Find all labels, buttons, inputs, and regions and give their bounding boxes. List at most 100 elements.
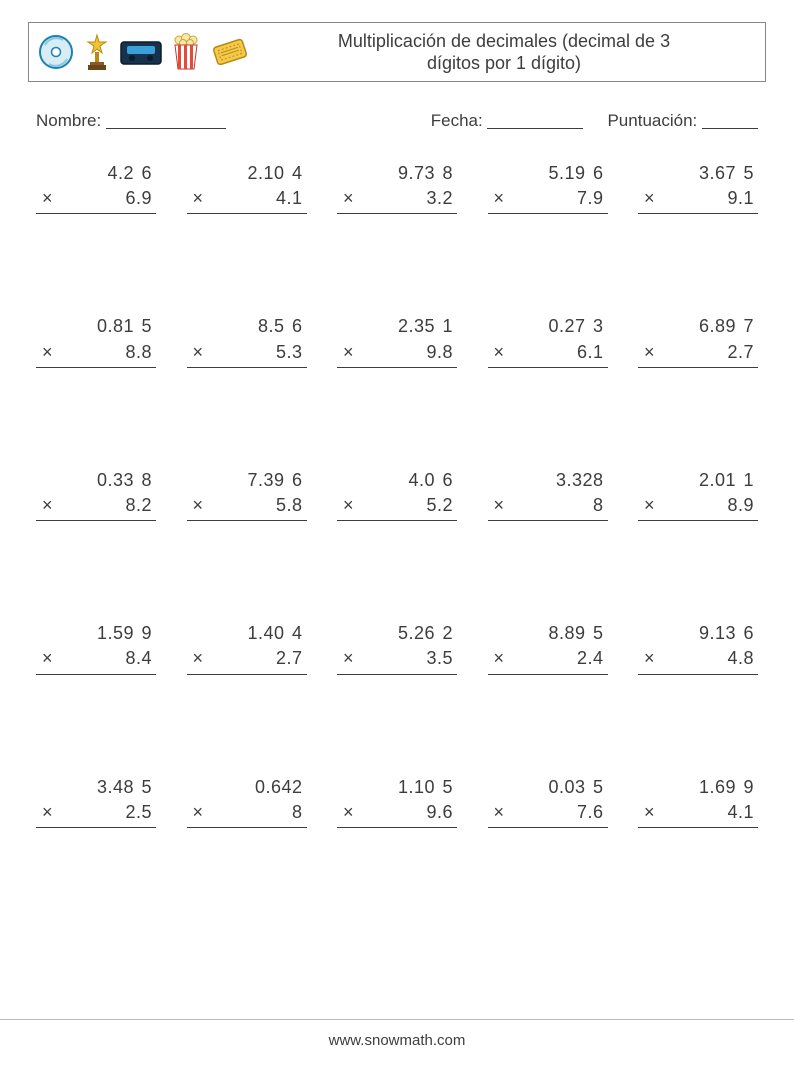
problem-row: 1.59 9×8.41.40 4×2.75.26 2×3.58.89 5×2.4… [36, 621, 758, 674]
multiplier-line: ×2.5 [36, 800, 156, 828]
problem: 5.26 2×3.5 [337, 621, 457, 674]
multiplier: 9.6 [426, 800, 453, 825]
times-symbol: × [642, 800, 655, 825]
multiplier-line: ×8 [187, 800, 307, 828]
problem: 9.73 8× 3.2 [337, 161, 457, 214]
multiplicand: 0.33 8 [36, 468, 156, 493]
multiplier-line: ×6.1 [488, 340, 608, 368]
problem: 2.01 1×8.9 [638, 468, 758, 521]
multiplier-line: ×4.1 [187, 186, 307, 214]
times-symbol: × [40, 340, 53, 365]
title-line-2: dígitos por 1 dígito) [257, 52, 751, 75]
multiplier-line: ×8.8 [36, 340, 156, 368]
meta-row: Nombre: Fecha: Puntuación: [36, 108, 758, 131]
problem: 0.33 8×8.2 [36, 468, 156, 521]
times-symbol: × [191, 646, 204, 671]
multiplier-line: ×6.9 [36, 186, 156, 214]
name-blank[interactable] [106, 111, 226, 129]
header-icons [37, 32, 251, 72]
multiplicand: 3.67 5 [638, 161, 758, 186]
multiplier: 2.4 [577, 646, 604, 671]
date-field: Fecha: [431, 108, 584, 131]
multiplicand: 9.73 8 [337, 161, 457, 186]
multiplier-line: ×8 [488, 493, 608, 521]
trophy-icon [81, 32, 113, 72]
footer: www.snowmath.com [0, 1019, 794, 1049]
multiplicand: 5.26 2 [337, 621, 457, 646]
problem: 7.39 6× 5.8 [187, 468, 307, 521]
multiplicand: 5.19 6 [488, 161, 608, 186]
multiplier-line: ×9.6 [337, 800, 457, 828]
times-symbol: × [642, 340, 655, 365]
multiplicand: 4.0 6 [337, 468, 457, 493]
times-symbol: × [341, 340, 354, 365]
multiplier: 9.1 [727, 186, 754, 211]
multiplier-line: ×8.9 [638, 493, 758, 521]
footer-url: www.snowmath.com [329, 1032, 466, 1049]
multiplier: 3.2 [426, 186, 453, 211]
popcorn-icon [169, 32, 203, 72]
problem: 0.81 5×8.8 [36, 314, 156, 367]
worksheet-title: Multiplicación de decimales (decimal de … [251, 26, 757, 79]
header-box: Multiplicación de decimales (decimal de … [28, 22, 766, 82]
problem: 2.10 4×4.1 [187, 161, 307, 214]
problem: 5.19 6× 7.9 [488, 161, 608, 214]
multiplier: 6.9 [125, 186, 152, 211]
problem: 2.35 1× 9.8 [337, 314, 457, 367]
times-symbol: × [642, 186, 655, 211]
multiplicand: 0.642 [187, 775, 307, 800]
multiplier: 7.9 [577, 186, 604, 211]
multiplier: 2.7 [276, 646, 303, 671]
multiplier-line: × 3.2 [337, 186, 457, 214]
multiplicand: 9.13 6 [638, 621, 758, 646]
multiplier-line: × 2.7 [638, 340, 758, 368]
cd-icon [37, 33, 75, 71]
times-symbol: × [341, 186, 354, 211]
times-symbol: × [492, 493, 505, 518]
multiplicand: 0.27 3 [488, 314, 608, 339]
multiplier: 5.8 [276, 493, 303, 518]
problem-row: 4.2 6×6.92.10 4×4.19.73 8×3.25.19 6×7.93… [36, 161, 758, 214]
score-blank[interactable] [702, 111, 758, 129]
multiplier-line: ×4.1 [638, 800, 758, 828]
times-symbol: × [642, 646, 655, 671]
multiplier-line: × 5.8 [187, 493, 307, 521]
multiplier: 8.9 [727, 493, 754, 518]
multiplier-line: × 9.1 [638, 186, 758, 214]
multiplier: 4.8 [727, 646, 754, 671]
problem: 0.27 3×6.1 [488, 314, 608, 367]
multiplier: 8 [593, 493, 604, 518]
problem: 3.48 5×2.5 [36, 775, 156, 828]
times-symbol: × [492, 646, 505, 671]
problem: 1.59 9×8.4 [36, 621, 156, 674]
problem-row: 3.48 5×2.50.642×81.10 5×9.60.03 5×7.61.6… [36, 775, 758, 828]
times-symbol: × [341, 493, 354, 518]
multiplicand: 8.89 5 [488, 621, 608, 646]
times-symbol: × [40, 800, 53, 825]
multiplicand: 3.328 [488, 468, 608, 493]
multiplier: 2.7 [727, 340, 754, 365]
multiplier-line: × 9.8 [337, 340, 457, 368]
multiplicand: 4.2 6 [36, 161, 156, 186]
times-symbol: × [341, 646, 354, 671]
problem: 3.328×8 [488, 468, 608, 521]
times-symbol: × [492, 186, 505, 211]
problem: 3.67 5× 9.1 [638, 161, 758, 214]
multiplier: 5.3 [276, 340, 303, 365]
multiplicand: 7.39 6 [187, 468, 307, 493]
score-label: Puntuación: [607, 111, 697, 130]
problem-row: 0.81 5×8.88.5 6×5.32.35 1×9.80.27 3×6.16… [36, 314, 758, 367]
multiplicand: 2.35 1 [337, 314, 457, 339]
name-label: Nombre: [36, 111, 101, 130]
times-symbol: × [40, 493, 53, 518]
times-symbol: × [191, 493, 204, 518]
multiplicand: 1.59 9 [36, 621, 156, 646]
multiplier: 9.8 [426, 340, 453, 365]
problem: 0.642×8 [187, 775, 307, 828]
multiplicand: 2.10 4 [187, 161, 307, 186]
problem: 1.10 5×9.6 [337, 775, 457, 828]
multiplier-line: ×3.5 [337, 646, 457, 674]
date-blank[interactable] [487, 111, 583, 129]
multiplicand: 6.89 7 [638, 314, 758, 339]
multiplier-line: ×5.3 [187, 340, 307, 368]
